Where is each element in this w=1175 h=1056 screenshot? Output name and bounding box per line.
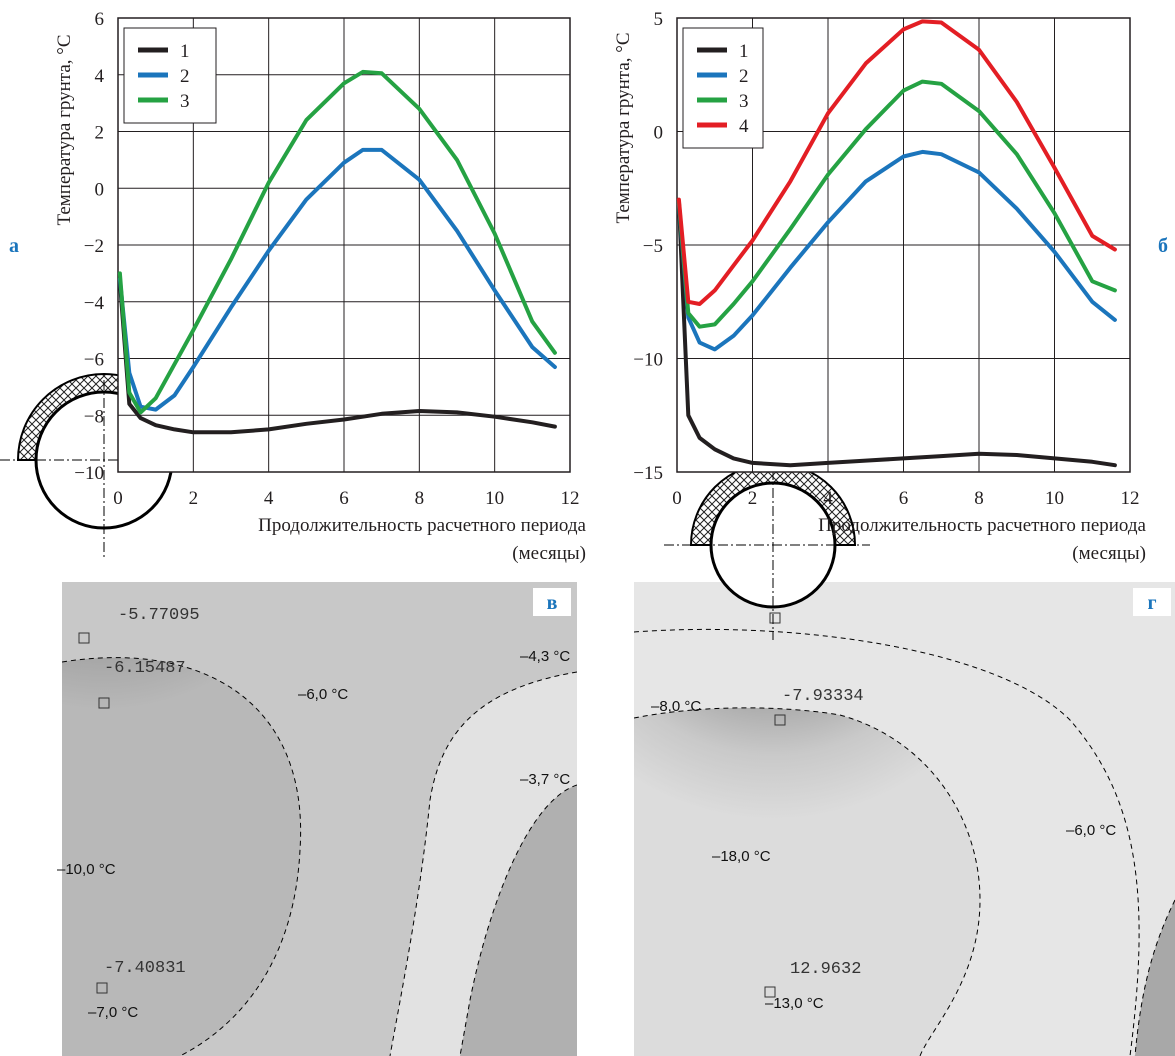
panel-letter: г — [1147, 592, 1156, 614]
probe-value: -5.77095 — [118, 606, 200, 625]
x-tick-label: 10 — [485, 488, 504, 509]
x-tick-label: 8 — [974, 488, 984, 509]
y-tick-label: 6 — [95, 9, 105, 30]
panel-letter: а — [9, 235, 19, 257]
x-tick-label: 0 — [113, 488, 123, 509]
x-tick-label: 6 — [339, 488, 349, 509]
legend-label: 3 — [180, 91, 190, 112]
data-line — [676, 79, 1117, 329]
probe-value: 12.9632 — [790, 960, 861, 979]
probe-value: -7.93334 — [782, 687, 864, 706]
legend-box — [123, 27, 217, 124]
contour-panel: г –8,0 °C -7.93334 –6,0 °C –18,0 °C 12.9… — [634, 462, 1175, 1056]
panel-letter: б — [1158, 235, 1168, 257]
panel-letter: в — [547, 592, 558, 614]
isoline-label: –6,0 °C — [298, 686, 348, 703]
isoline-label: –7,0 °C — [88, 1004, 138, 1021]
x-tick-label: 2 — [748, 488, 758, 509]
y-tick-label: 4 — [95, 66, 105, 87]
x-tick-label: 12 — [1121, 488, 1140, 509]
isoline-label: –4,3 °C — [520, 648, 570, 665]
y-tick-label: −8 — [84, 406, 104, 427]
x-tick-label: 4 — [823, 488, 833, 509]
y-axis-label: Температура грунта, °C — [54, 34, 75, 225]
x-tick-label: 12 — [561, 488, 580, 509]
pipe-temperature: –10,0 °C — [57, 861, 116, 878]
plot-frame — [117, 17, 571, 473]
isoline-label: –6,0 °C — [1066, 822, 1116, 839]
y-tick-label: −6 — [84, 350, 104, 371]
data-line — [117, 279, 557, 435]
y-axis-label: Температура грунта, °C — [613, 32, 634, 223]
probe-value: -7.40831 — [104, 959, 186, 978]
pipe-temperature: –18,0 °C — [712, 848, 771, 865]
data-line — [676, 199, 1117, 468]
y-tick-label: 2 — [95, 123, 105, 144]
isoline-label: –13,0 °C — [765, 995, 824, 1012]
x-tick-label: 2 — [189, 488, 199, 509]
legend-label: 1 — [180, 41, 190, 62]
y-tick-label: −5 — [643, 236, 663, 257]
isoline-label: –3,7 °C — [520, 771, 570, 788]
y-tick-label: −2 — [84, 236, 104, 257]
x-tick-label: 0 — [672, 488, 682, 509]
y-tick-label: −15 — [633, 463, 663, 484]
plot-frame — [676, 17, 1131, 473]
legend-box — [682, 27, 764, 149]
x-axis-label-box: Продолжительность расчетного периода (ме… — [258, 515, 586, 564]
legend-label: 4 — [739, 116, 749, 137]
legend-label: 2 — [739, 66, 749, 87]
y-tick-label: −4 — [84, 293, 105, 314]
data-line — [676, 149, 1117, 352]
y-tick-label: −10 — [633, 350, 663, 371]
y-tick-label: 5 — [654, 9, 664, 30]
x-axis-label-box: Продолжительность расчетного периода (ме… — [818, 515, 1146, 564]
x-tick-label: 4 — [264, 488, 274, 509]
data-line — [676, 19, 1117, 306]
x-tick-label: 8 — [415, 488, 425, 509]
y-tick-label: 0 — [654, 123, 664, 144]
legend-label: 2 — [180, 66, 190, 87]
data-line — [117, 147, 557, 412]
x-tick-label: 10 — [1045, 488, 1064, 509]
x-axis-label: Продолжительность расчетного периода (ме… — [818, 515, 1146, 564]
data-line — [117, 69, 557, 415]
x-axis-label: Продолжительность расчетного периода (ме… — [258, 515, 586, 564]
y-tick-label: −10 — [74, 463, 104, 484]
isoline-label: –8,0 °C — [651, 698, 701, 715]
legend-label: 1 — [739, 41, 749, 62]
probe-value: -6.15487 — [104, 659, 186, 678]
x-tick-label: 6 — [899, 488, 909, 509]
y-tick-label: 0 — [95, 179, 105, 200]
legend-label: 3 — [739, 91, 749, 112]
